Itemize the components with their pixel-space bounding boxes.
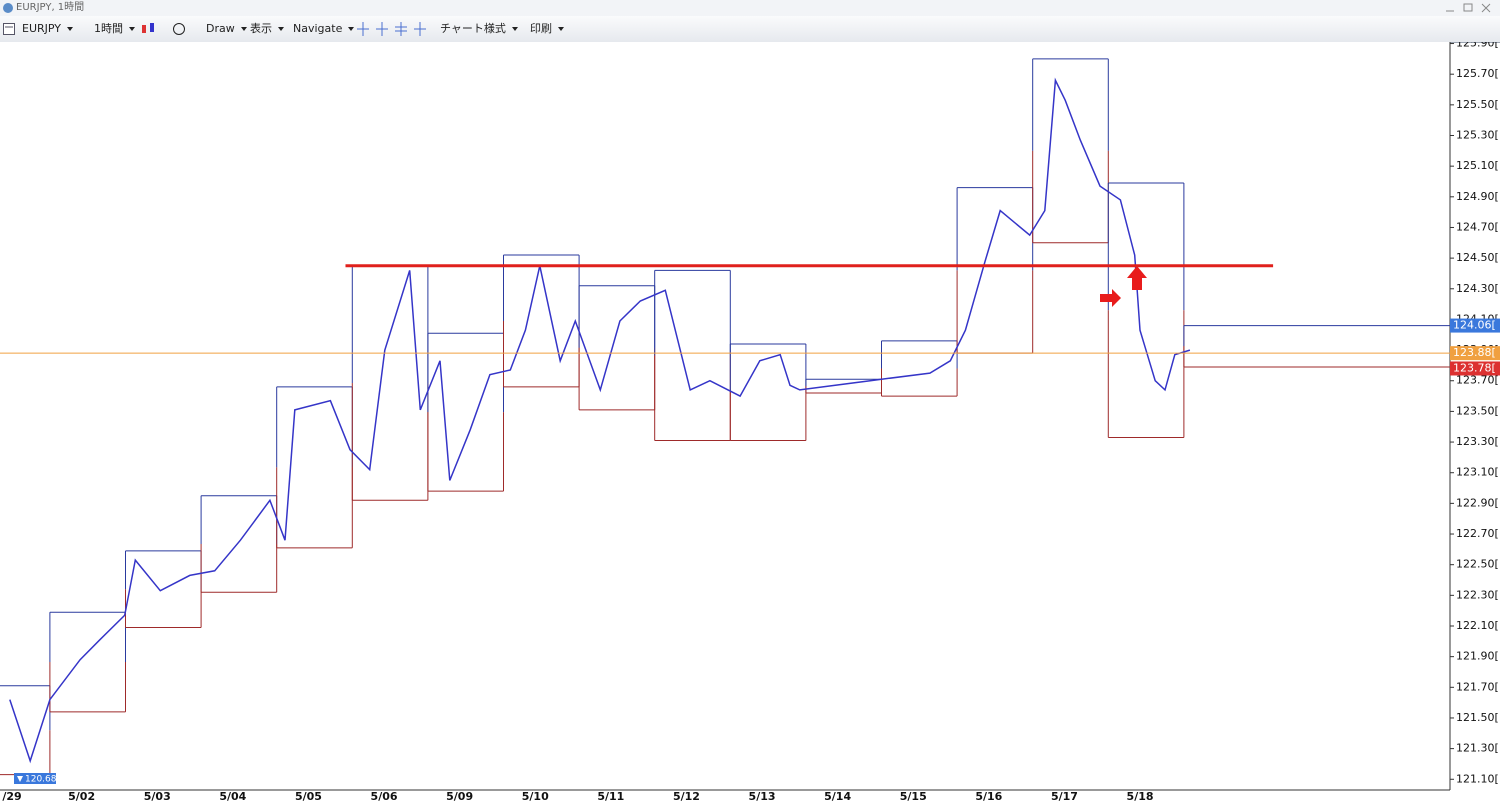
y-tick-label: 125.50[	[1456, 98, 1499, 111]
y-tick-label: 121.50[	[1456, 711, 1499, 724]
x-tick-label: 5/16	[975, 790, 1002, 803]
min-label-arrow	[17, 776, 23, 782]
toolbar: EURJPY 1時間 Draw 表示 Navigate チャート様式 印刷	[0, 16, 1500, 43]
candle-icon[interactable]	[140, 22, 160, 36]
x-tick-label: 5/06	[371, 790, 398, 803]
y-tick-label: 122.90[	[1456, 496, 1499, 509]
price-label: 124.06[	[1453, 319, 1496, 332]
price-label-box	[1450, 346, 1500, 361]
view-menu[interactable]: 表示	[250, 16, 284, 42]
y-tick-label: 123.70[	[1456, 374, 1499, 387]
y-tick-label: 121.90[	[1456, 650, 1499, 663]
y-tick-label: 125.90[	[1456, 42, 1499, 50]
chart: 125.90[ 125.70[ 125.50[ 125.30[ 125.10[ 124.9…	[0, 42, 1500, 803]
price-label: 123.78[	[1453, 361, 1496, 374]
x-tick-label: 5/10	[522, 790, 549, 803]
y-tick-label: 125.10[	[1456, 159, 1499, 172]
x-tick-label: 5/04	[219, 790, 246, 803]
window-title: EURJPY, 1時間	[16, 2, 85, 13]
app-icon	[3, 3, 13, 13]
navigate-menu[interactable]: Navigate	[293, 16, 354, 42]
y-tick-label: 122.70[	[1456, 527, 1499, 540]
y-tick-label: 121.30[	[1456, 742, 1499, 755]
timeframe-select[interactable]: 1時間	[94, 16, 135, 42]
window-controls[interactable]	[1436, 1, 1496, 15]
x-tick-label: 5/14	[824, 790, 851, 803]
draw-menu[interactable]: Draw	[206, 16, 247, 42]
y-tick-label: 122.50[	[1456, 558, 1499, 571]
x-tick-label: /29	[2, 790, 21, 803]
x-tick-label: 5/13	[749, 790, 776, 803]
y-tick-label: 125.70[	[1456, 67, 1499, 80]
arrow-right	[1100, 289, 1121, 307]
y-tick-label: 121.70[	[1456, 680, 1499, 693]
min-label: 120.685	[25, 775, 62, 785]
x-tick-label: 5/05	[295, 790, 322, 803]
min-label-box	[14, 773, 56, 784]
menu-icon[interactable]	[3, 23, 15, 35]
arrow-up	[1127, 266, 1147, 290]
x-tick-label: 5/18	[1127, 790, 1154, 803]
circle-tool[interactable]	[172, 22, 186, 36]
price-label-box	[1450, 361, 1500, 376]
price-label: 123.88[	[1453, 346, 1496, 359]
title-bar: EURJPY, 1時間	[0, 0, 1500, 16]
x-tick-label: 5/15	[900, 790, 927, 803]
x-tick-label: 5/09	[446, 790, 473, 803]
y-tick-label: 124.90[	[1456, 190, 1499, 203]
price-line	[9, 77, 1191, 764]
print-menu[interactable]: 印刷	[530, 16, 564, 42]
x-tick-label: 5/12	[673, 790, 700, 803]
crosshair-tools[interactable]	[356, 21, 432, 37]
x-tick-label: 5/02	[68, 790, 95, 803]
y-tick-label: 124.70[	[1456, 220, 1499, 233]
chart-style-menu[interactable]: チャート様式	[440, 16, 518, 42]
y-tick-label: 121.10[	[1456, 772, 1499, 785]
plot-area	[0, 42, 1450, 790]
y-tick-label: 123.10[	[1456, 466, 1499, 479]
symbol-select[interactable]: EURJPY	[22, 16, 82, 42]
y-tick-label: 125.30[	[1456, 129, 1499, 142]
price-label-box	[1450, 318, 1500, 333]
y-tick-label: 124.50[	[1456, 251, 1499, 264]
y-tick-label: 122.10[	[1456, 619, 1499, 632]
y-tick-label: 124.30[	[1456, 282, 1499, 295]
x-tick-label: 5/03	[144, 790, 171, 803]
y-tick-label: 123.30[	[1456, 435, 1499, 448]
y-tick-label: 122.30[	[1456, 588, 1499, 601]
x-tick-label: 5/17	[1051, 790, 1078, 803]
x-tick-label: 5/11	[597, 790, 624, 803]
y-tick-label: 123.50[	[1456, 404, 1499, 417]
